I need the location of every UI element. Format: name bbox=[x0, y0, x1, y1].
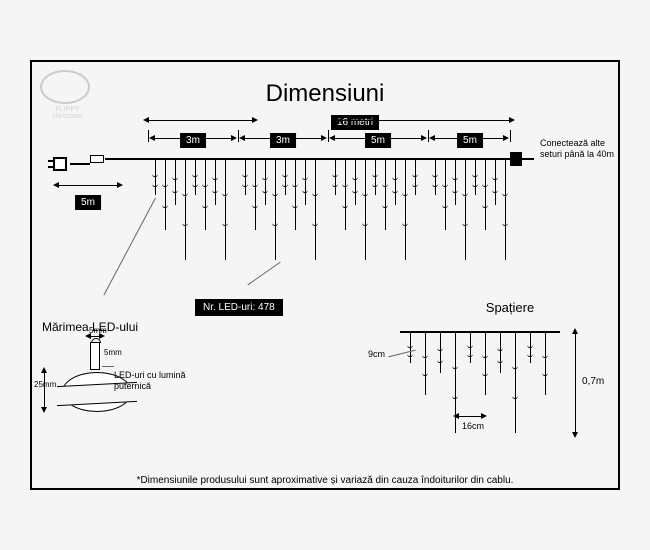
icicle-drop bbox=[415, 160, 416, 195]
icicle-drop bbox=[265, 160, 266, 205]
diagram-title: Dimensiuni bbox=[0, 80, 650, 108]
lead-cable bbox=[70, 163, 90, 165]
total-length-arrow bbox=[148, 120, 253, 121]
adapter-icon bbox=[90, 155, 104, 163]
icicle-drop bbox=[165, 160, 166, 230]
icicle-drop bbox=[305, 160, 306, 205]
icicle-drop bbox=[445, 160, 446, 230]
lead-arrow bbox=[58, 185, 118, 186]
seg-label-1: 3m bbox=[180, 130, 206, 148]
spacing-gap: 9cm bbox=[368, 349, 385, 359]
spacing-title: Spațiere bbox=[420, 300, 600, 315]
spacing-diagram: 9cm 16cm 0,7m bbox=[380, 321, 580, 451]
lead-cable2 bbox=[105, 158, 148, 160]
led-size-section: Mărimea LED-ului 5mm 5mm 25mm LED-uri cu… bbox=[42, 320, 202, 432]
icicle-drop bbox=[295, 160, 296, 230]
icicle-drop bbox=[245, 160, 246, 195]
led-diagram: 5mm 5mm 25mm LED-uri cu lumină puternică bbox=[42, 342, 162, 432]
led-base-dim: 25mm bbox=[34, 380, 56, 389]
tail-cable bbox=[522, 158, 534, 160]
icicle-drop bbox=[175, 160, 176, 205]
footnote: *Dimensiunile produsului sunt aproximati… bbox=[0, 475, 650, 486]
connect-note: Conectează alte seturi până la 40m bbox=[540, 138, 615, 160]
icicle-drop bbox=[155, 160, 156, 195]
seg-label-3: 5m bbox=[365, 130, 391, 148]
icicle-drop bbox=[465, 160, 466, 260]
spacing-section: Spațiere 9cm 16cm 0,7m bbox=[380, 300, 600, 451]
icicle-drop bbox=[355, 160, 356, 205]
icicle-drop bbox=[345, 160, 346, 230]
icicle-drop bbox=[315, 160, 316, 260]
icicle-drop bbox=[485, 160, 486, 230]
icicle-drop bbox=[395, 160, 396, 205]
icicle-drop bbox=[255, 160, 256, 230]
icicle-drop bbox=[475, 160, 476, 195]
spacing-drop-w: 16cm bbox=[462, 421, 484, 431]
icicle-drop bbox=[365, 160, 366, 260]
lead-label: 5m bbox=[75, 192, 101, 210]
seg-label-2: 3m bbox=[270, 130, 296, 148]
icicle-drop bbox=[505, 160, 506, 260]
nr-led-label: Nr. LED-uri: 478 bbox=[195, 297, 283, 316]
led-size-title: Mărimea LED-ului bbox=[42, 320, 202, 334]
icicle-drop bbox=[405, 160, 406, 260]
icicle-drop bbox=[455, 160, 456, 205]
icicle-drop bbox=[495, 160, 496, 205]
icicle-drop bbox=[435, 160, 436, 195]
icicle-drop bbox=[215, 160, 216, 205]
led-note: LED-uri cu lumină puternică bbox=[114, 370, 199, 392]
icicle-drop bbox=[205, 160, 206, 230]
icicle-drop bbox=[285, 160, 286, 195]
icicle-drop bbox=[185, 160, 186, 260]
seg-label-4: 5m bbox=[457, 130, 483, 148]
icicle-drop bbox=[275, 160, 276, 260]
spacing-height: 0,7m bbox=[582, 376, 604, 387]
icicle-drop bbox=[335, 160, 336, 195]
tick bbox=[510, 130, 511, 142]
end-connector bbox=[510, 152, 522, 166]
icicle-drop bbox=[375, 160, 376, 195]
logo-line2: christmas bbox=[53, 113, 83, 120]
total-length-arrow-r bbox=[342, 120, 510, 121]
led-side-dim: 5mm bbox=[104, 348, 122, 357]
icicle-drop bbox=[195, 160, 196, 195]
total-length-row: 16 metri bbox=[260, 112, 450, 130]
icicle-drop bbox=[225, 160, 226, 260]
icicle-drop bbox=[385, 160, 386, 230]
